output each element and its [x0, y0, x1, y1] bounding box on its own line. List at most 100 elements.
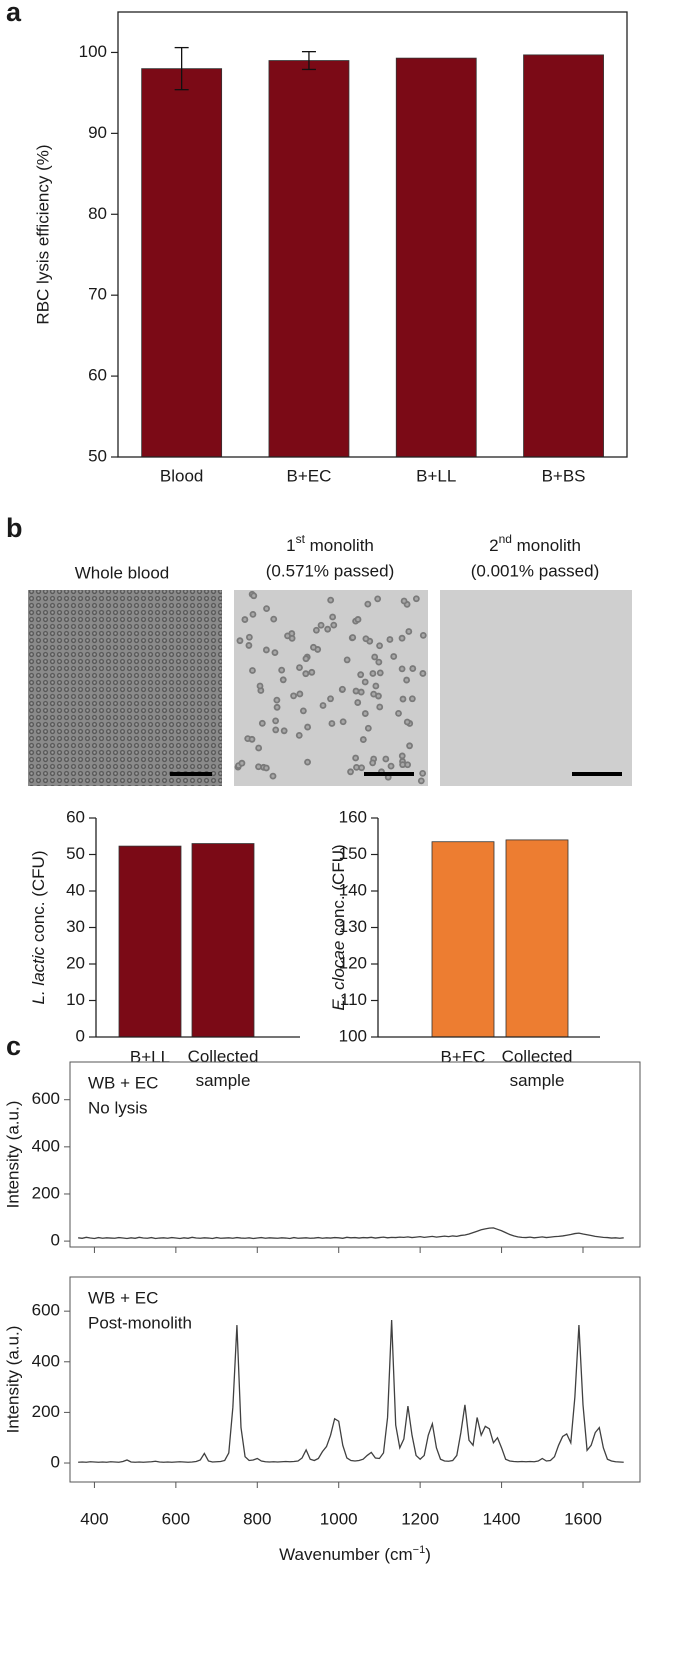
- cell-center: [264, 607, 269, 611]
- cell-center: [301, 709, 305, 713]
- bar: [523, 54, 604, 458]
- cell-center: [247, 643, 251, 648]
- x-tick-label-line: sample: [510, 1071, 565, 1090]
- cell-center: [376, 597, 380, 601]
- x-tick-label-line: Collected: [188, 1047, 259, 1066]
- cell-center: [280, 668, 284, 672]
- x-axis-label-close: ): [425, 1545, 431, 1564]
- y-axis-label: L. lactic conc. (CFU): [29, 851, 48, 1005]
- y-tick-label: 150: [339, 844, 367, 863]
- cell-center: [328, 697, 333, 701]
- x-tick-label: B+EC: [287, 466, 332, 485]
- y-axis-label-italic: E. clocae: [329, 941, 348, 1011]
- cell-center: [250, 668, 255, 673]
- cell-center: [250, 737, 254, 741]
- cell-center: [240, 761, 244, 765]
- bar: [191, 843, 255, 1038]
- cell-center: [356, 700, 360, 705]
- y-tick-label: 130: [339, 917, 367, 936]
- cell-center: [331, 615, 335, 619]
- cell-center: [351, 635, 355, 640]
- x-tick-label-line: sample: [196, 1071, 251, 1090]
- panel-annotation: Post-monolith: [88, 1313, 192, 1332]
- cell-center: [374, 684, 378, 688]
- panel-annotation: No lysis: [88, 1098, 148, 1117]
- cell-center: [246, 737, 250, 741]
- y-axis-label: E. clocae conc. (CFU): [329, 844, 348, 1010]
- y-tick-label: 600: [32, 1089, 60, 1108]
- cell-center: [377, 644, 382, 648]
- x-axis-label: Wavenumber (cm−1): [279, 1544, 431, 1565]
- ordinal: 1: [286, 536, 295, 555]
- cell-center: [421, 671, 425, 676]
- y-tick-label: 40: [66, 880, 85, 899]
- y-tick-label: 600: [32, 1301, 60, 1320]
- cell-center: [257, 746, 261, 750]
- cell-center: [371, 671, 375, 676]
- cell-center: [332, 623, 336, 627]
- y-axis-label-text: conc. (CFU): [329, 844, 348, 940]
- cell-center: [400, 667, 404, 671]
- y-tick-label: 0: [51, 1453, 60, 1472]
- cell-center: [363, 711, 367, 716]
- cell-center: [388, 637, 392, 642]
- cell-center: [297, 733, 301, 737]
- cell-center: [258, 684, 262, 688]
- cell-center: [396, 711, 401, 716]
- cell-center: [272, 617, 276, 621]
- cell-center: [281, 678, 285, 682]
- title: monolith: [305, 536, 374, 555]
- cell-center: [243, 617, 247, 622]
- cell-center: [273, 651, 277, 655]
- image-title: 2nd monolith: [489, 532, 581, 555]
- spectrum-line: [78, 1319, 624, 1463]
- y-axis-label: RBC lysis efficiency (%): [33, 144, 52, 324]
- cell-center: [274, 719, 278, 723]
- cell-center: [282, 729, 286, 733]
- cell-center: [310, 670, 314, 674]
- cell-center: [361, 737, 365, 742]
- x-tick-label: 600: [162, 1509, 190, 1528]
- cell-center: [400, 754, 404, 758]
- x-tick-label: B+LL: [130, 1047, 170, 1066]
- bar: [118, 845, 182, 1038]
- cell-center: [304, 672, 308, 676]
- cell-center: [275, 698, 279, 702]
- cell-center: [348, 770, 353, 774]
- y-tick-label: 90: [88, 123, 107, 142]
- cell-center: [401, 763, 405, 767]
- y-tick-label: 0: [51, 1231, 60, 1250]
- plot-frame: [69, 1061, 641, 1248]
- cell-center: [414, 597, 418, 601]
- cell-center: [305, 760, 310, 764]
- panel-label: a: [6, 0, 22, 27]
- cell-center: [392, 654, 396, 659]
- y-tick-label: 80: [88, 204, 107, 223]
- y-tick-label: 60: [66, 807, 85, 826]
- cell-center: [354, 765, 359, 769]
- cell-center: [314, 628, 318, 632]
- x-tick-label: Blood: [160, 466, 203, 485]
- cell-center: [384, 757, 388, 761]
- cell-center: [421, 633, 425, 637]
- y-tick-label: 400: [32, 1351, 60, 1370]
- x-tick-label-line: Collected: [502, 1047, 573, 1066]
- y-tick-label: 0: [76, 1026, 85, 1045]
- panel-annotation: WB + EC: [88, 1288, 158, 1307]
- cell-center: [363, 680, 367, 684]
- cell-center: [366, 726, 370, 730]
- cell-center: [274, 728, 278, 732]
- cell-center: [373, 655, 377, 659]
- x-tick-label: 800: [243, 1509, 271, 1528]
- bar: [395, 57, 477, 458]
- cell-center: [316, 647, 320, 652]
- cell-center: [421, 771, 425, 776]
- cell-center: [359, 690, 363, 694]
- cell-center: [410, 697, 414, 701]
- cell-center: [297, 665, 302, 670]
- cell-center: [354, 689, 358, 693]
- cell-center: [400, 636, 404, 640]
- cell-center: [256, 765, 261, 769]
- cell-center: [285, 634, 290, 638]
- y-tick-label: 200: [32, 1402, 60, 1421]
